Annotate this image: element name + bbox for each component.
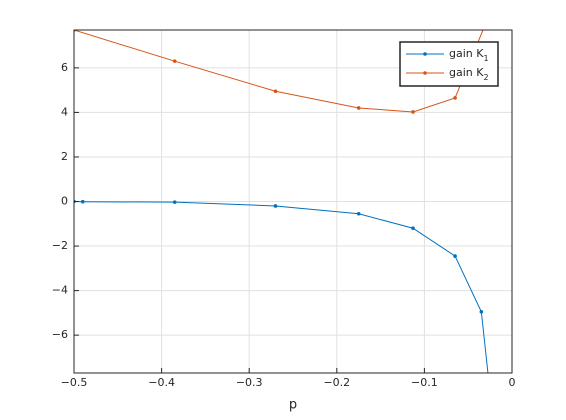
legend-label: gain K2 <box>449 66 489 82</box>
legend-box <box>399 41 499 87</box>
data-point <box>411 110 415 114</box>
x-axis-label: p <box>289 398 297 413</box>
legend-marker <box>423 71 427 75</box>
y-tick-label: 2 <box>61 150 68 163</box>
data-point <box>172 59 177 63</box>
y-tick-label: −4 <box>52 284 68 297</box>
y-tick-label: 0 <box>61 195 68 208</box>
x-tick-label: −0.3 <box>236 376 263 389</box>
x-tick-label: −0.4 <box>148 376 175 389</box>
data-point <box>411 226 415 231</box>
legend-label: gain K1 <box>449 47 489 63</box>
data-point <box>356 211 361 216</box>
legend-marker <box>423 52 427 56</box>
x-tick-label: −0.1 <box>411 376 438 389</box>
data-point <box>453 254 457 258</box>
data-point <box>453 96 457 100</box>
y-tick-label: −2 <box>52 239 68 252</box>
y-tick-label: 4 <box>61 105 68 118</box>
y-tick-label: −6 <box>52 328 68 341</box>
x-tick-label: −0.5 <box>61 376 88 389</box>
x-tick-label: −0.2 <box>323 376 350 389</box>
data-point <box>488 391 492 395</box>
data-point <box>172 200 177 204</box>
data-point <box>80 199 85 204</box>
data-point <box>273 204 278 208</box>
data-point <box>484 22 488 26</box>
data-point <box>273 89 278 94</box>
series-line <box>74 201 489 373</box>
data-point <box>479 309 484 314</box>
x-tick-label: 0 <box>509 376 516 389</box>
data-point <box>356 106 361 110</box>
y-tick-label: 6 <box>61 61 68 74</box>
